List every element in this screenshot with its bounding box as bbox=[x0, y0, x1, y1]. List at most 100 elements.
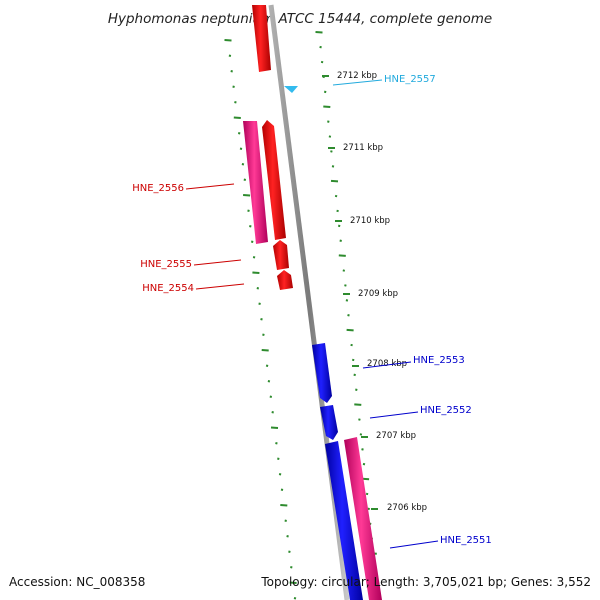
genome-summary-text: Topology: circular; Length: 3,705,021 bp… bbox=[260, 575, 591, 589]
tick-mark-outer bbox=[359, 433, 363, 436]
map-title: Hyphomonas neptunium ATCC 15444, complet… bbox=[108, 11, 492, 27]
genome-backbone bbox=[268, 4, 350, 600]
tick-mark-outer bbox=[339, 239, 342, 242]
gene-features bbox=[243, 5, 382, 600]
tick-mark-outer bbox=[327, 120, 330, 123]
tick-mark-outer bbox=[353, 373, 356, 377]
gene-label-hne-2551[interactable]: HNE_2551 bbox=[440, 535, 492, 546]
tick-mark-inner bbox=[280, 488, 284, 491]
leader-hne-2553 bbox=[362, 361, 412, 369]
gene-label-hne-2554[interactable]: HNE_2554 bbox=[142, 283, 194, 294]
gene-feature-hne-2551-orf[interactable] bbox=[344, 437, 382, 600]
tick-mark-outer bbox=[344, 284, 347, 287]
tick-mark-outer bbox=[354, 403, 362, 406]
leader-hne-2551 bbox=[389, 540, 439, 549]
gene-label-hne-2556[interactable]: HNE_2556 bbox=[132, 183, 184, 194]
tick-mark-outer bbox=[330, 179, 339, 183]
gene-feature-hne-2553[interactable] bbox=[312, 343, 332, 403]
tick-mark-inner bbox=[234, 101, 237, 104]
leader-hne-2552 bbox=[369, 411, 419, 419]
tick-mark-inner bbox=[293, 597, 297, 600]
gene-labels: HNE_2557 HNE_2556 HNE_2555 HNE_2554 HNE_… bbox=[132, 74, 492, 546]
tick-mark-inner bbox=[233, 116, 241, 119]
tick-mark-outer bbox=[319, 45, 322, 49]
tick-mark-outer bbox=[345, 299, 349, 302]
leader-hne-2554 bbox=[195, 283, 245, 290]
gene-label-hne-2557[interactable]: HNE_2557 bbox=[384, 74, 436, 85]
tick-label-2711: 2711 kbp bbox=[343, 143, 383, 153]
tick-ring-inner bbox=[224, 39, 297, 600]
tick-mark-outer bbox=[355, 388, 358, 391]
tick-mark-outer bbox=[337, 224, 341, 228]
tick-mark-inner bbox=[224, 39, 232, 42]
gene-feature-hne-2557[interactable] bbox=[284, 86, 298, 93]
gene-feature-hne-2554[interactable] bbox=[277, 270, 293, 290]
tick-mark-inner bbox=[284, 519, 287, 522]
tick-label-2712: 2712 kbp bbox=[337, 71, 377, 81]
tick-mark-outer bbox=[346, 328, 354, 332]
tick-mark-inner bbox=[260, 318, 263, 321]
tick-mark-inner bbox=[256, 287, 260, 290]
tick-mark-inner bbox=[277, 457, 280, 460]
tick-mark-outer bbox=[347, 314, 350, 317]
tick-mark-inner bbox=[237, 132, 241, 135]
tick-labels: 2712 kbp 2711 kbp 2710 kbp 2709 kbp 2708… bbox=[337, 71, 427, 513]
tick-mark-inner bbox=[271, 411, 274, 414]
tick-mark-outer bbox=[336, 209, 339, 213]
gene-label-hne-2552[interactable]: HNE_2552 bbox=[420, 405, 472, 416]
tick-mark-outer bbox=[362, 462, 366, 466]
gene-feature-hne-2556[interactable] bbox=[243, 121, 268, 244]
tick-mark-outer bbox=[320, 60, 324, 64]
tick-mark-outer bbox=[338, 254, 346, 257]
major-ticks bbox=[322, 75, 378, 510]
tick-mark-inner bbox=[270, 426, 279, 429]
gene-feature-hne-2555[interactable] bbox=[273, 240, 289, 270]
tick-mark-inner bbox=[252, 271, 260, 274]
tick-mark-outer bbox=[334, 194, 338, 198]
gene-label-hne-2555[interactable]: HNE_2555 bbox=[140, 259, 192, 270]
tick-mark-outer bbox=[330, 150, 333, 153]
tick-mark-inner bbox=[262, 333, 265, 336]
gene-label-hne-2553[interactable]: HNE_2553 bbox=[413, 355, 465, 366]
tick-mark-inner bbox=[228, 54, 232, 57]
tick-mark-inner bbox=[288, 550, 291, 553]
tick-mark-inner bbox=[249, 225, 252, 228]
tick-mark-inner bbox=[241, 163, 245, 166]
tick-mark-inner bbox=[250, 240, 254, 243]
tick-mark-inner bbox=[258, 302, 261, 305]
tick-mark-outer bbox=[315, 31, 323, 34]
tick-mark-inner bbox=[247, 209, 250, 212]
tick-mark-inner bbox=[269, 395, 273, 398]
tick-mark-outer bbox=[323, 105, 331, 108]
leader-hne-2556 bbox=[185, 183, 235, 190]
gene-feature-hne-2556-forward[interactable] bbox=[262, 120, 286, 240]
tick-mark-inner bbox=[230, 70, 233, 73]
label-leaders bbox=[185, 79, 439, 549]
tick-label-2710: 2710 kbp bbox=[350, 216, 390, 226]
tick-mark-inner bbox=[232, 85, 235, 88]
tick-mark-inner bbox=[261, 349, 269, 352]
tick-mark-outer bbox=[361, 448, 364, 451]
tick-label-2707: 2707 kbp bbox=[376, 431, 416, 441]
tick-mark-inner bbox=[265, 364, 269, 367]
tick-mark-inner bbox=[290, 566, 293, 569]
tick-mark-outer bbox=[351, 358, 355, 362]
tick-mark-inner bbox=[267, 380, 271, 383]
tick-mark-inner bbox=[252, 256, 256, 259]
tick-label-2708: 2708 kbp bbox=[367, 359, 407, 369]
tick-mark-outer bbox=[331, 165, 335, 168]
tick-mark-inner bbox=[289, 581, 297, 584]
gene-feature-hne-2552[interactable] bbox=[320, 405, 338, 440]
gene-feature-top-red[interactable] bbox=[252, 5, 271, 72]
tick-label-2709: 2709 kbp bbox=[358, 289, 398, 299]
gene-feature-hne-2551[interactable] bbox=[325, 441, 363, 600]
tick-mark-inner bbox=[243, 194, 251, 197]
tick-mark-inner bbox=[275, 442, 278, 445]
tick-mark-inner bbox=[278, 473, 282, 476]
tick-mark-inner bbox=[286, 535, 289, 538]
tick-mark-inner bbox=[280, 504, 288, 507]
tick-mark-outer bbox=[358, 418, 361, 421]
tick-mark-inner bbox=[239, 147, 243, 150]
tick-mark-outer bbox=[328, 135, 332, 138]
leader-hne-2557 bbox=[332, 79, 383, 86]
